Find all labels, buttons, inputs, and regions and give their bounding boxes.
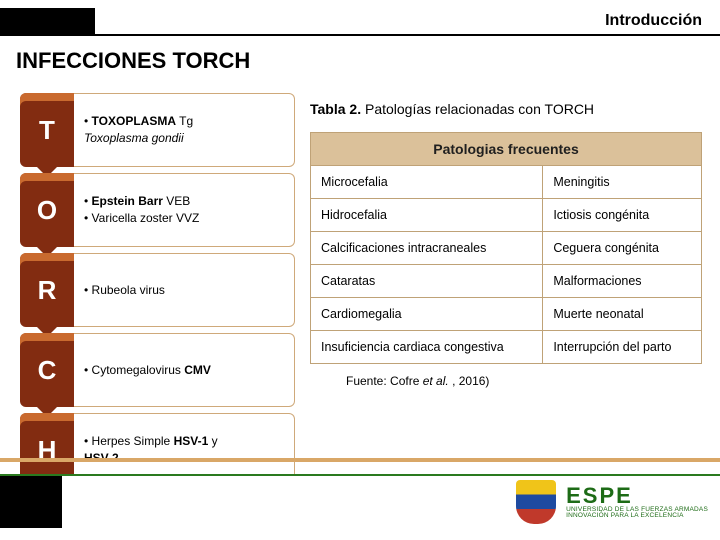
table-cell: Interrupción del parto (543, 331, 702, 364)
table-cell: Malformaciones (543, 265, 702, 298)
text: y (208, 434, 217, 448)
table-row: Insuficiencia cardiaca congestivaInterru… (311, 331, 702, 364)
text-italic: Toxoplasma gondii (84, 131, 184, 145)
text-bold: Epstein Barr (92, 194, 163, 208)
table-header: Patologias frecuentes (311, 133, 702, 166)
text: • Varicella zoster VVZ (84, 211, 199, 225)
text-bold: TOXOPLASMA (92, 114, 176, 128)
table-cell: Calcificaciones intracraneales (311, 232, 543, 265)
text: , 2016) (449, 374, 490, 388)
table-caption: Tabla 2. Patologías relacionadas con TOR… (310, 100, 702, 118)
header-right: Introducción (95, 8, 720, 36)
text: Fuente: Cofre (346, 374, 423, 388)
brand-sub2: INNOVACIÓN PARA LA EXCELENCIA (566, 513, 708, 520)
page-title: INFECCIONES TORCH (16, 48, 250, 74)
table-cell: Hidrocefalia (311, 199, 543, 232)
text: • Herpes Simple (84, 434, 174, 448)
pathologies-table: Patologias frecuentes MicrocefaliaMening… (310, 132, 702, 364)
footer-content: ESPE UNIVERSIDAD DE LAS FUERZAS ARMADAS … (62, 476, 720, 528)
shield-icon (516, 480, 556, 524)
torch-description: • Cytomegalovirus CMV (74, 333, 295, 407)
torch-letter: T (20, 93, 74, 167)
torch-description: • Epstein Barr VEB • Varicella zoster VV… (74, 173, 295, 247)
torch-row: C • Cytomegalovirus CMV (20, 333, 295, 407)
footer-band: ESPE UNIVERSIDAD DE LAS FUERZAS ARMADAS … (0, 474, 720, 528)
table-row: CataratasMalformaciones (311, 265, 702, 298)
caption-text: Patologías relacionadas con TORCH (361, 101, 594, 117)
table-cell: Cataratas (311, 265, 543, 298)
text: VEB (163, 194, 190, 208)
table-cell: Ceguera congénita (543, 232, 702, 265)
text: • Rubeola virus (84, 283, 165, 297)
text-bold: HSV-1 (174, 434, 209, 448)
table-cell: Meningitis (543, 166, 702, 199)
footer-black-block (0, 476, 62, 528)
text-italic: et al. (423, 374, 449, 388)
torch-row: T • TOXOPLASMA Tg Toxoplasma gondii (20, 93, 295, 167)
table-row: MicrocefaliaMeningitis (311, 166, 702, 199)
table-cell: Microcefalia (311, 166, 543, 199)
brand-name: ESPE (566, 485, 708, 507)
text: • Cytomegalovirus (84, 363, 184, 377)
table-cell: Cardiomegalia (311, 298, 543, 331)
header-band: Introducción (0, 8, 720, 36)
table-cell: Insuficiencia cardiaca congestiva (311, 331, 543, 364)
torch-letter: C (20, 333, 74, 407)
logo-text: ESPE UNIVERSIDAD DE LAS FUERZAS ARMADAS … (566, 485, 708, 520)
table-row: CardiomegaliaMuerte neonatal (311, 298, 702, 331)
text: • (84, 194, 92, 208)
table-source: Fuente: Cofre et al. , 2016) (346, 374, 702, 388)
torch-description: • TOXOPLASMA Tg Toxoplasma gondii (74, 93, 295, 167)
caption-bold: Tabla 2. (310, 101, 361, 117)
table-area: Tabla 2. Patologías relacionadas con TOR… (310, 100, 702, 388)
torch-letter: R (20, 253, 74, 327)
header-black-block (0, 8, 95, 36)
torch-row: O • Epstein Barr VEB • Varicella zoster … (20, 173, 295, 247)
table-cell: Muerte neonatal (543, 298, 702, 331)
text: Tg (176, 114, 193, 128)
text: • (84, 114, 92, 128)
torch-list: T • TOXOPLASMA Tg Toxoplasma gondii O • … (20, 93, 295, 493)
divider (0, 458, 720, 462)
table-row: HidrocefaliaIctiosis congénita (311, 199, 702, 232)
text-bold: CMV (184, 363, 211, 377)
torch-letter: O (20, 173, 74, 247)
torch-description: • Rubeola virus (74, 253, 295, 327)
table-row: Calcificaciones intracranealesCeguera co… (311, 232, 702, 265)
section-title: Introducción (605, 12, 702, 30)
torch-row: R • Rubeola virus (20, 253, 295, 327)
table-cell: Ictiosis congénita (543, 199, 702, 232)
